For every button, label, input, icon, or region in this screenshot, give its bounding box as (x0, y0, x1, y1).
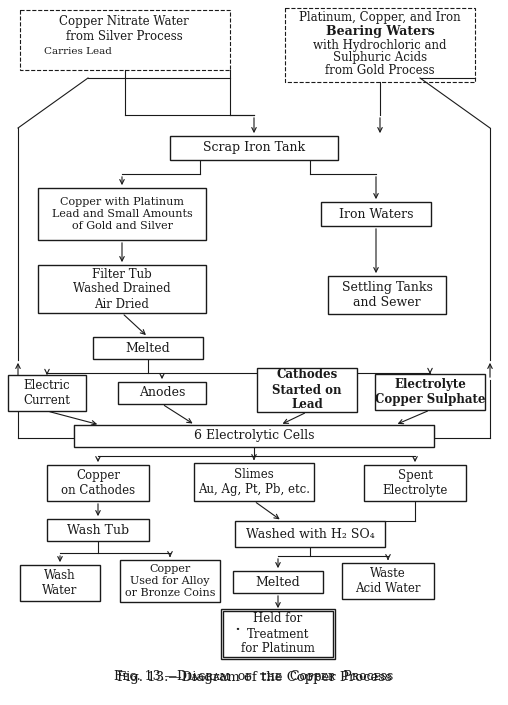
Text: Sulphuric Acids: Sulphuric Acids (333, 51, 427, 64)
Text: ·: · (234, 621, 240, 639)
Text: Fig. 13.—Diagram of the Copper Process: Fig. 13.—Diagram of the Copper Process (117, 670, 391, 684)
Text: Scrap Iron Tank: Scrap Iron Tank (203, 142, 305, 154)
Bar (375, 374, 485, 410)
Text: Cathodes
Started on
Lead: Cathodes Started on Lead (272, 369, 342, 412)
Bar (47, 465, 149, 501)
Bar (364, 465, 466, 501)
Bar (285, 8, 475, 82)
Bar (93, 337, 203, 359)
Text: Held for
Treatment
for Platinum: Held for Treatment for Platinum (241, 613, 315, 656)
Bar (120, 560, 220, 602)
Text: Copper
Used for Alloy
or Bronze Coins: Copper Used for Alloy or Bronze Coins (125, 565, 215, 598)
Text: 6 Electrolytic Cells: 6 Electrolytic Cells (194, 429, 314, 443)
Bar (20, 565, 100, 601)
Bar (74, 425, 434, 447)
Text: Settling Tanks
and Sewer: Settling Tanks and Sewer (341, 281, 432, 309)
Bar (38, 188, 206, 240)
Text: Copper with Platinum
Lead and Small Amounts
of Gold and Silver: Copper with Platinum Lead and Small Amou… (52, 197, 193, 231)
Text: Fᴇɢ. 13.—Dɪᴀɢʀᴀᴍ  ᴏғ  ᴛʜᴇ  Cᴏᴘᴘᴇʀ  Pʀᴏᴄᴇss: Fᴇɢ. 13.—Dɪᴀɢʀᴀᴍ ᴏғ ᴛʜᴇ Cᴏᴘᴘᴇʀ Pʀᴏᴄᴇss (114, 670, 394, 684)
Text: Platinum, Copper, and Iron: Platinum, Copper, and Iron (299, 11, 461, 25)
Text: Waste
Acid Water: Waste Acid Water (355, 567, 421, 595)
Text: Copper
on Cathodes: Copper on Cathodes (61, 469, 135, 497)
Text: Electrolyte
Copper Sulphate: Electrolyte Copper Sulphate (375, 378, 485, 406)
Bar (223, 611, 333, 657)
Bar (321, 202, 431, 226)
Text: Melted: Melted (256, 575, 300, 589)
Bar (221, 609, 335, 659)
Bar (257, 368, 357, 412)
Text: Wash Tub: Wash Tub (67, 524, 129, 537)
Text: Iron Waters: Iron Waters (339, 207, 413, 221)
Bar (233, 571, 323, 593)
Text: Anodes: Anodes (139, 386, 185, 400)
Bar (118, 382, 206, 404)
Bar (20, 10, 230, 70)
Text: Wash
Water: Wash Water (42, 569, 78, 597)
Text: Washed with H₂ SO₄: Washed with H₂ SO₄ (246, 527, 374, 541)
Text: Carries Lead: Carries Lead (44, 47, 112, 56)
Text: Spent
Electrolyte: Spent Electrolyte (383, 469, 448, 497)
Text: Melted: Melted (125, 341, 170, 355)
Bar (328, 276, 446, 314)
Text: Slimes
Au, Ag, Pt, Pb, etc.: Slimes Au, Ag, Pt, Pb, etc. (198, 468, 310, 496)
Bar (170, 136, 338, 160)
Text: with Hydrochloric and: with Hydrochloric and (313, 39, 447, 52)
Bar (194, 463, 314, 501)
Text: Copper Nitrate Water: Copper Nitrate Water (59, 16, 189, 28)
Text: Electric
Current: Electric Current (23, 379, 71, 407)
Text: Filter Tub
Washed Drained
Air Dried: Filter Tub Washed Drained Air Dried (73, 267, 171, 310)
Text: from Silver Process: from Silver Process (66, 30, 182, 42)
Bar (8, 375, 86, 411)
Bar (342, 563, 434, 599)
Bar (235, 521, 385, 547)
Bar (38, 265, 206, 313)
Text: Bearing Waters: Bearing Waters (326, 25, 434, 39)
Bar (47, 519, 149, 541)
Text: from Gold Process: from Gold Process (325, 63, 435, 77)
